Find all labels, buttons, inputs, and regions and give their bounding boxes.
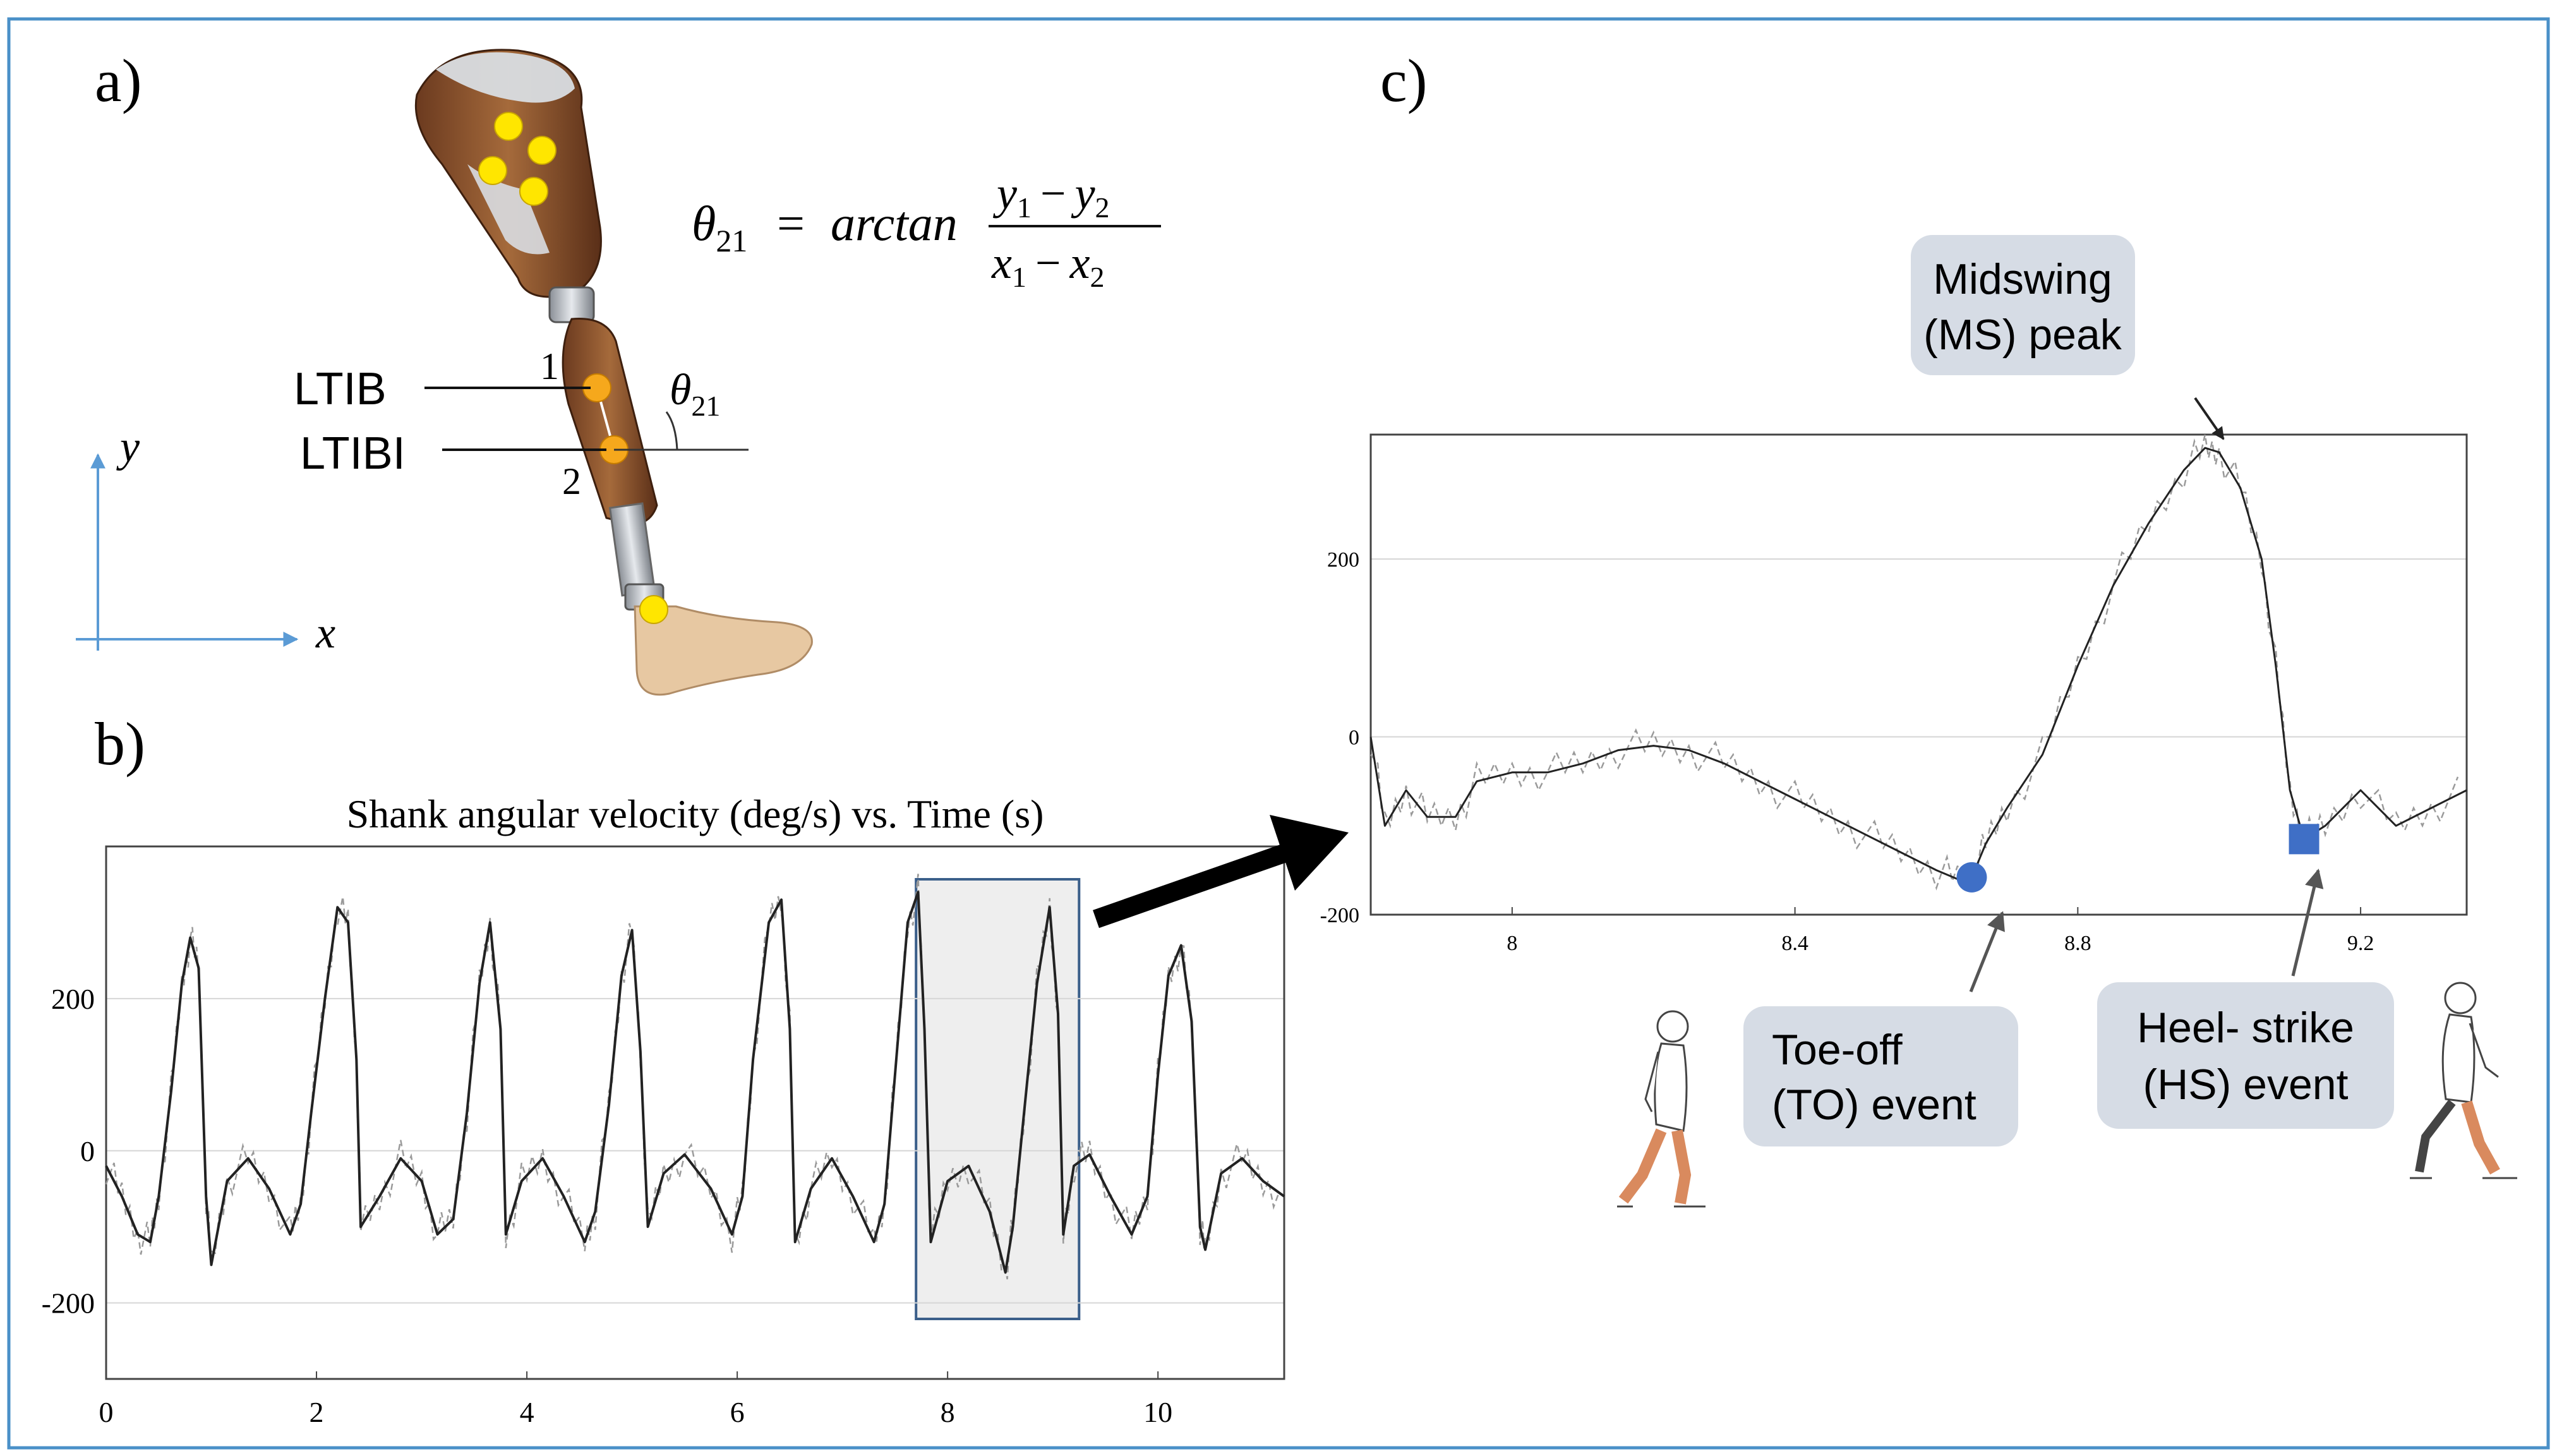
callout-midswing-line2: (MS) peak bbox=[1923, 311, 2122, 359]
callout-heelstrike: Heel- strike (HS) event bbox=[2097, 869, 2394, 1129]
x-tick-label: 9.2 bbox=[2347, 932, 2374, 955]
panel-label-b: b) bbox=[95, 710, 145, 778]
label-ltibi: LTIBI bbox=[300, 428, 406, 479]
y-tick-label: 200 bbox=[51, 983, 95, 1015]
svg-text:arctan: arctan bbox=[831, 196, 958, 251]
plot-area-frame bbox=[105, 845, 1285, 1380]
angle-equation: θ21 = arctan y1− y2 x1− x2 bbox=[692, 168, 1161, 293]
chart-title: Shank angular velocity (deg/s) vs. Time … bbox=[347, 791, 1044, 836]
callout-heelstrike-line2: (HS) event bbox=[2143, 1061, 2349, 1109]
x-tick-label: 10 bbox=[1143, 1396, 1172, 1428]
figure-frame bbox=[7, 17, 2550, 1450]
plot-area-frame bbox=[1369, 433, 2468, 916]
callout-toeoff-line2: (TO) event bbox=[1772, 1081, 1976, 1129]
x-tick-label: 8 bbox=[1507, 932, 1517, 955]
marker-socket-1 bbox=[494, 112, 523, 141]
coordinate-axes bbox=[76, 453, 299, 651]
axis-label-x: x bbox=[315, 609, 335, 658]
heel-strike-marker bbox=[2289, 824, 2319, 855]
y-tick-label: -200 bbox=[42, 1287, 95, 1320]
panel-label-a: a) bbox=[95, 47, 142, 114]
highlight-window bbox=[915, 878, 1081, 1320]
svg-text:y1−y2: y1− y2 bbox=[992, 168, 1110, 224]
callout-heelstrike-line1: Heel- strike bbox=[2137, 1004, 2354, 1052]
label-marker-2: 2 bbox=[562, 460, 581, 502]
walker-heelstrike-icon bbox=[2410, 982, 2517, 1179]
prosthetic-leg-illustration bbox=[414, 49, 813, 696]
zoom-arrow bbox=[1093, 815, 1349, 929]
y-tick-label: -200 bbox=[1320, 904, 1359, 927]
series-raw-line bbox=[105, 874, 1280, 1280]
svg-text:θ21: θ21 bbox=[692, 196, 747, 258]
chart-b: -200 0 200 0 2 4 6 8 10 Shank angular velocity (d… bbox=[42, 791, 1285, 1428]
walker-toeoff-icon bbox=[1617, 1010, 1706, 1208]
x-tick-label: 8 bbox=[941, 1396, 955, 1428]
x-tick-label: 8.4 bbox=[1781, 932, 1808, 955]
y-tick-label: 0 bbox=[1349, 726, 1359, 749]
x-tick-label: 6 bbox=[730, 1396, 745, 1428]
y-tick-label: 0 bbox=[80, 1135, 95, 1167]
svg-text:=: = bbox=[777, 196, 805, 251]
x-tick-label: 2 bbox=[310, 1396, 324, 1428]
label-ltib: LTIB bbox=[294, 364, 387, 414]
label-angle-theta: θ21 bbox=[670, 366, 720, 422]
callout-toeoff: Toe-off (TO) event bbox=[1743, 911, 2018, 1146]
x-tick-label: 8.8 bbox=[2064, 932, 2091, 955]
marker-socket-2 bbox=[478, 156, 507, 185]
callout-toeoff-line1: Toe-off bbox=[1772, 1026, 1903, 1074]
y-tick-label: 200 bbox=[1327, 548, 1359, 572]
marker-socket-3 bbox=[527, 136, 557, 165]
callout-midswing: Midswing (MS) peak bbox=[1911, 235, 2225, 440]
marker-socket-4 bbox=[519, 177, 548, 206]
axis-label-y: y bbox=[116, 423, 140, 471]
chart-c: -200 0 200 8 8.4 8.8 9.2 bbox=[1320, 433, 2468, 955]
callout-midswing-line1: Midswing bbox=[1933, 255, 2112, 303]
label-marker-1: 1 bbox=[540, 346, 559, 387]
x-tick-label: 0 bbox=[99, 1396, 114, 1428]
series-line bbox=[105, 891, 1285, 1274]
svg-text:x1−x2: x1− x2 bbox=[991, 238, 1105, 293]
toe-off-marker bbox=[1956, 862, 1987, 893]
x-tick-label: 4 bbox=[520, 1396, 534, 1428]
panel-label-c: c) bbox=[1380, 47, 1428, 114]
marker-ankle bbox=[639, 595, 668, 624]
